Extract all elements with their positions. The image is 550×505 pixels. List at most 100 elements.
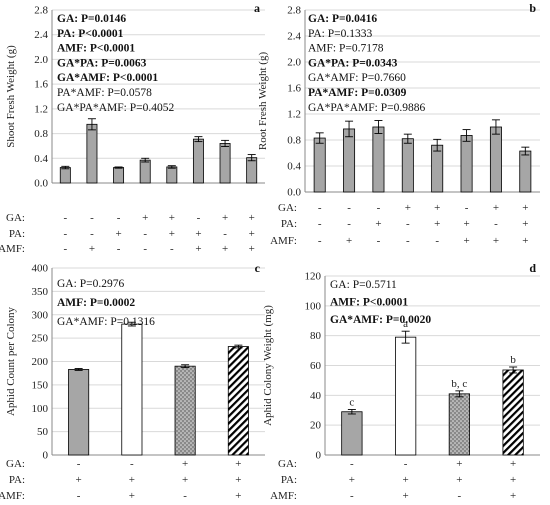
bar [395,336,417,456]
factor-mark: + [129,474,135,486]
stat-line: GA: P=0.5711 [330,279,397,291]
factor-label: PA: [9,474,25,486]
stat-line: GA*PA*AMF: P=0.4052 [57,102,175,114]
y-tick-label: 60 [310,360,322,372]
factor-mark: + [249,212,255,224]
panel-letter: a [254,1,260,15]
factor-mark: + [142,212,148,224]
factor-mark: - [117,212,121,224]
y-tick-label: 0 [316,450,322,462]
factor-mark: - [318,235,322,247]
factor-label: PA: [281,474,297,486]
stat-line: GA: P=0.2976 [57,278,124,290]
factor-mark: - [406,235,410,247]
panel-c-chart: 0 50 100 150 200 250 300 350 400 Aphid Count per … [0,261,265,502]
factor-mark: - [350,490,354,502]
stat-line: AMF: P=0.7178 [308,43,384,55]
factor-mark: - [458,490,462,502]
factor-mark: - [143,243,147,255]
stat-line: GA: P=0.0416 [308,13,377,25]
y-tick-label: 2.8 [287,5,301,17]
bar [174,365,196,456]
y-tick-label: 1.2 [287,109,301,121]
y-tick-label: 2.8 [34,5,48,17]
factor-mark: + [405,202,411,214]
factor-mark: + [510,458,516,470]
stat-line: PA*AMF: P=0.0309 [308,87,407,99]
y-axis-label: Aphid Colony Weight (mg) [262,305,274,426]
factor-mark: + [195,243,201,255]
factor-mark: - [143,228,147,240]
factor-mark: - [494,218,498,230]
factor-mark: + [89,243,95,255]
y-tick-label: 0.0 [34,178,48,190]
y-axis-label: Shoot Fresh Weight (g) [5,45,17,148]
y-tick-label: 0.8 [34,128,48,140]
factor-mark: + [493,235,499,247]
y-tick-label: 150 [32,379,49,391]
panel-letter: d [529,261,536,275]
stat-line: GA*AMF: P=0.7660 [308,72,406,84]
bar [121,323,143,456]
y-tick-label: 80 [310,330,322,342]
factor-mark: + [182,474,188,486]
significance-letter: c [349,397,354,409]
significance-letter: a [403,318,408,330]
stat-line: PA: P<0.0001 [57,28,124,40]
stat-line: GA: P=0.0146 [57,13,126,25]
factor-label: PA: [281,218,297,230]
stat-line: AMF: P<0.0001 [57,43,135,55]
y-tick-label: 100 [305,300,322,312]
significance-letter: b, c [451,378,467,390]
y-tick-label: 2.0 [287,57,301,69]
stat-line: GA*AMF: P<0.0001 [57,72,158,84]
factor-mark: + [456,474,462,486]
y-tick-label: 50 [37,426,49,438]
factor-mark: - [90,212,94,224]
y-axis-label: Root Fresh Weight (g) [257,52,269,151]
bar [431,144,444,193]
factor-mark: + [249,243,255,255]
y-tick-label: 0.4 [34,153,48,165]
factor-mark: - [63,228,67,240]
factor-mark: + [522,202,528,214]
bar [86,123,98,184]
stat-line: PA: P=0.1333 [308,28,372,40]
bar [313,137,326,193]
factor-mark: + [434,218,440,230]
y-tick-label: 120 [305,271,322,283]
factor-label: AMF: [0,243,25,255]
bar [227,346,249,456]
factor-mark: + [169,212,175,224]
factor-label: AMF: [270,490,297,502]
y-tick-label: 2.0 [34,54,48,66]
factor-mark: + [222,243,228,255]
factor-mark: + [493,202,499,214]
factor-mark: - [170,243,174,255]
bar [502,369,524,456]
y-tick-label: 100 [32,403,49,415]
bar [246,157,258,184]
stat-line: GA*AMF: P=0.1316 [57,316,155,328]
y-tick-label: 350 [32,286,49,298]
y-tick-label: 0 [43,450,49,462]
factor-mark: - [318,218,322,230]
y-tick-label: 400 [32,263,49,275]
bar [192,138,204,184]
stat-line: AMF: P<0.0001 [330,297,408,309]
factor-mark: + [249,228,255,240]
bar [519,150,532,193]
factor-label: GA: [278,202,297,214]
factor-mark: + [522,235,528,247]
y-tick-label: 0.4 [287,161,301,173]
factor-mark: + [235,474,241,486]
y-tick-label: 0.0 [287,187,301,199]
factor-mark: + [76,474,82,486]
y-axis-label: Aphid Count per Colony [5,306,17,416]
factor-mark: - [465,202,469,214]
factor-mark: - [77,458,81,470]
panel-letter: c [255,261,261,275]
stat-line: GA*PA*AMF: P=0.9886 [308,102,426,114]
factor-mark: + [510,474,516,486]
factor-mark: - [90,228,94,240]
